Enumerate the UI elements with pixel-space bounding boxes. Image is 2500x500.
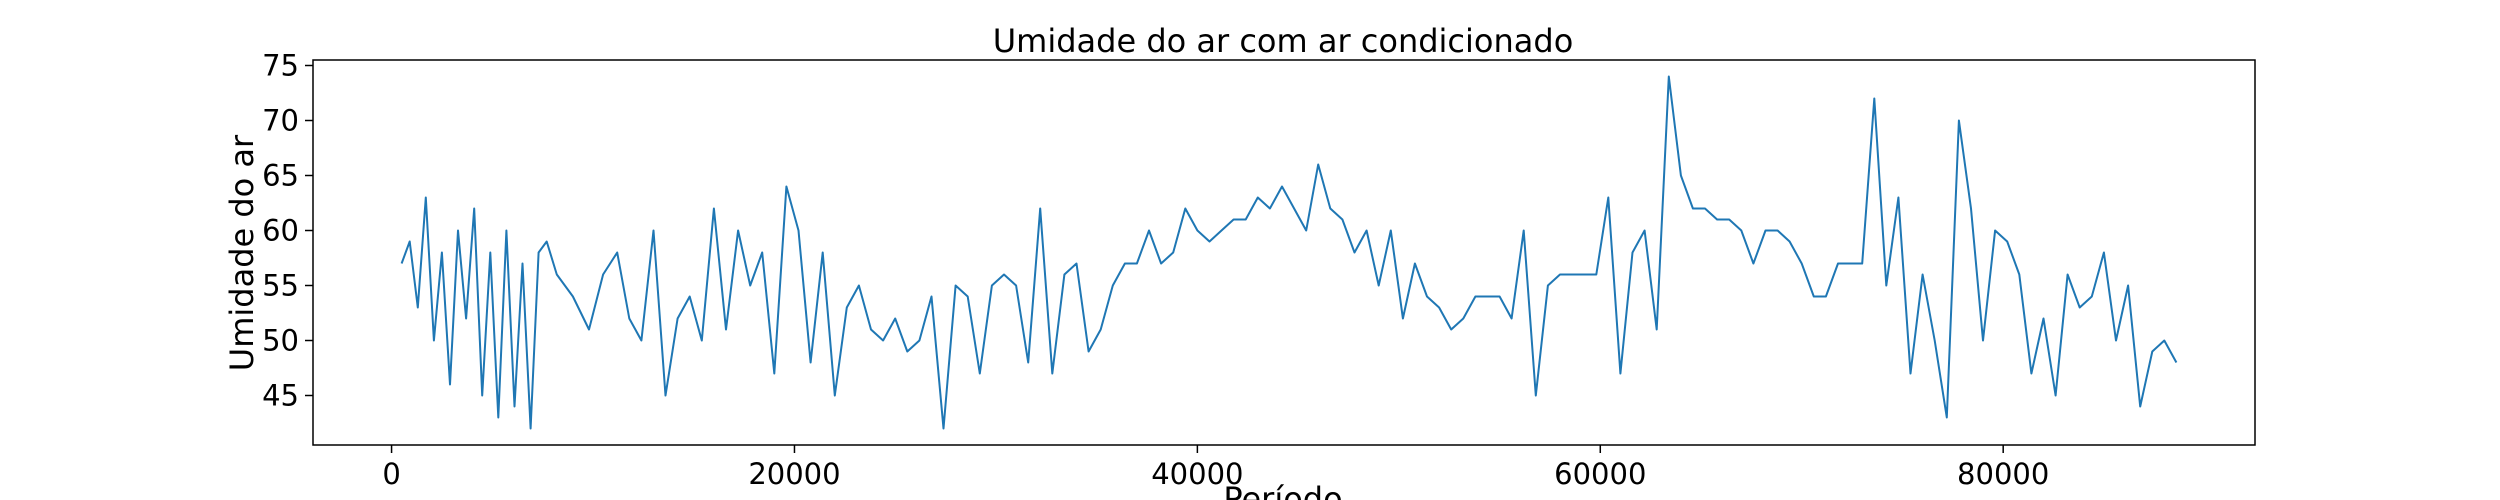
x-tick-label: 80000 — [1957, 457, 2049, 491]
y-tick-label: 45 — [262, 379, 299, 413]
y-tick-label: 60 — [262, 214, 299, 248]
x-axis-label: Período — [1223, 480, 1342, 500]
x-tick-label: 0 — [382, 457, 400, 491]
x-tick-label: 60000 — [1554, 457, 1646, 491]
y-tick-label: 70 — [262, 104, 299, 138]
y-tick-label: 50 — [262, 324, 299, 358]
y-tick-label: 65 — [262, 159, 299, 193]
chart-title: Umidade do ar com ar condicionado — [993, 22, 1574, 60]
plot-frame — [312, 59, 2256, 446]
series-line-0 — [400, 75, 2178, 430]
x-tick-label: 20000 — [748, 457, 840, 491]
y-tick-label: 55 — [262, 269, 299, 303]
x-axis: 0 20000 40000 60000 80000 — [382, 445, 2049, 491]
y-axis-label: Umidade do ar — [223, 134, 261, 371]
y-axis: 45 50 55 60 65 70 75 — [262, 49, 313, 413]
plot-area — [400, 75, 2178, 430]
x-tick-label: 40000 — [1151, 457, 1243, 491]
y-tick-label: 75 — [262, 49, 299, 83]
